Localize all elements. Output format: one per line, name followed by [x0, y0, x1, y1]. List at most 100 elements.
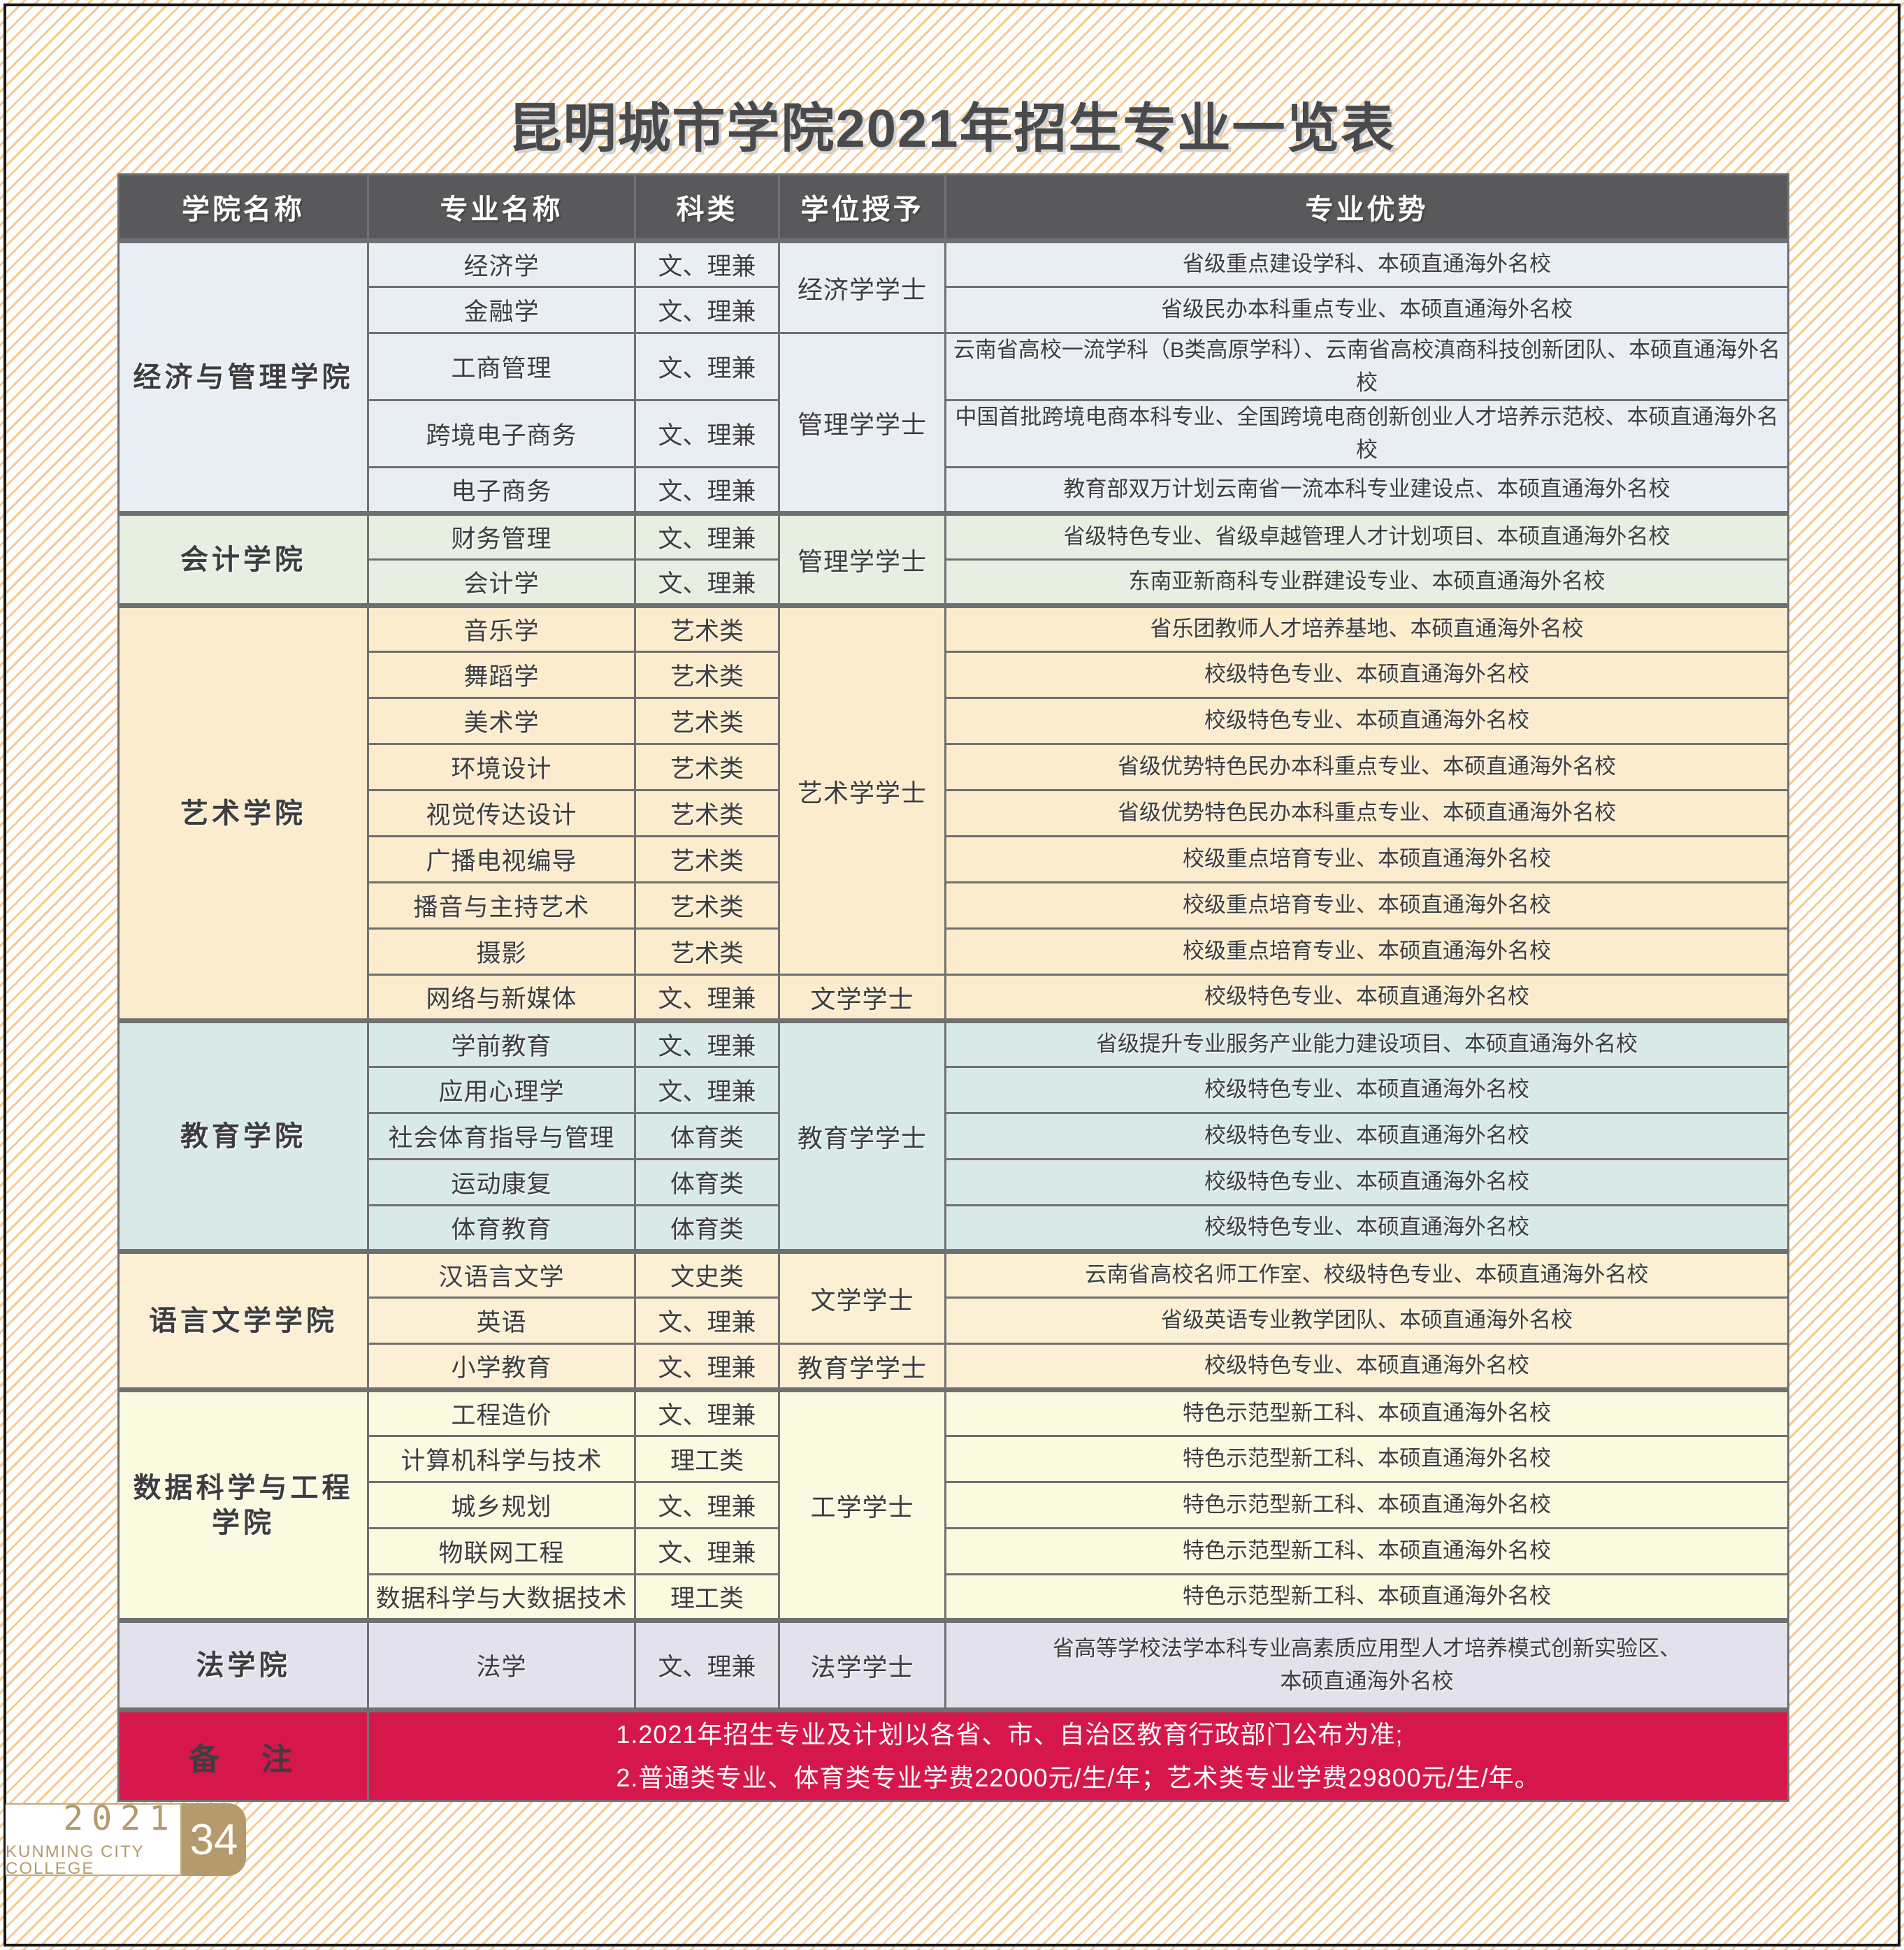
category-cell: 艺术类 — [634, 743, 780, 791]
table-row: 运动康复 体育类 校级特色专业、本硕直通海外名校 — [119, 1158, 1789, 1206]
category-cell: 体育类 — [634, 1112, 780, 1160]
major-cell: 摄影 — [367, 927, 636, 976]
header-major: 专业名称 — [367, 173, 636, 242]
advantage-cell: 校级特色专业、本硕直通海外名校 — [944, 1158, 1789, 1206]
table-row: 数据科学与大数据技术 理工类 特色示范型新工科、本硕直通海外名校 — [119, 1573, 1789, 1622]
category-cell: 文、理兼 — [634, 1018, 780, 1068]
category-cell: 文、理兼 — [634, 1343, 780, 1391]
category-cell: 文、理兼 — [634, 1481, 780, 1529]
category-cell: 文、理兼 — [634, 466, 780, 514]
category-cell: 文、理兼 — [634, 1297, 780, 1345]
category-cell: 文、理兼 — [634, 332, 780, 401]
table-row: 会计学 文、理兼 东南亚新商科专业群建设专业、本硕直通海外名校 — [119, 558, 1789, 607]
major-cell: 财务管理 — [367, 511, 636, 561]
table-row: 金融学 文、理兼 省级民办本科重点专业、本硕直通海外名校 — [119, 286, 1789, 334]
college-name-cell: 数据科学与工程 学院 — [117, 1387, 369, 1622]
table-row: 电子商务 文、理兼 教育部双万计划云南省一流本科专业建设点、本硕直通海外名校 — [119, 466, 1789, 514]
category-cell: 艺术类 — [634, 835, 780, 883]
major-cell: 学前教育 — [367, 1018, 636, 1068]
degree-cell: 管理学学士 — [778, 332, 946, 514]
category-cell: 文史类 — [634, 1249, 780, 1299]
header-degree: 学位授予 — [778, 173, 946, 242]
advantage-cell: 校级特色专业、本硕直通海外名校 — [944, 697, 1789, 745]
category-cell: 艺术类 — [634, 881, 780, 930]
category-cell: 理工类 — [634, 1435, 780, 1483]
table-row: 英语 文、理兼 省级英语专业教学团队、本硕直通海外名校 — [119, 1297, 1789, 1345]
table-row: 数据科学与工程 学院 工程造价 文、理兼 工学学士 特色示范型新工科、本硕直通海外名校 — [117, 1387, 1789, 1622]
major-cell: 广播电视编导 — [367, 835, 636, 883]
advantage-cell: 省级优势特色民办本科重点专业、本硕直通海外名校 — [944, 789, 1789, 837]
table-row: 工商管理 文、理兼 管理学学士 云南省高校一流学科（B类高原学科）、云南省高校滇商科技… — [119, 332, 1789, 514]
table-row: 美术学 艺术类 校级特色专业、本硕直通海外名校 — [119, 697, 1789, 745]
advantage-cell: 特色示范型新工科、本硕直通海外名校 — [944, 1435, 1789, 1483]
college-name-cell: 语言文学学院 — [117, 1249, 369, 1391]
advantage-cell: 省级英语专业教学团队、本硕直通海外名校 — [944, 1297, 1789, 1345]
footer-badge: 2021 KUNMING CITY COLLEGE 34 — [6, 1802, 246, 1877]
degree-cell: 法学学士 — [778, 1618, 946, 1711]
college-name-cell: 艺术学院 — [117, 603, 369, 1022]
advantage-cell: 校级重点培育专业、本硕直通海外名校 — [944, 881, 1789, 930]
table-row: 摄影 艺术类 校级重点培育专业、本硕直通海外名校 — [119, 927, 1789, 976]
major-cell: 舞蹈学 — [367, 651, 636, 699]
table-row: 城乡规划 文、理兼 特色示范型新工科、本硕直通海外名校 — [119, 1481, 1789, 1529]
table-row: 物联网工程 文、理兼 特色示范型新工科、本硕直通海外名校 — [119, 1527, 1789, 1575]
category-cell: 文、理兼 — [634, 286, 780, 334]
major-cell: 社会体育指导与管理 — [367, 1112, 636, 1160]
advantage-cell: 省级重点建设学科、本硕直通海外名校 — [944, 238, 1789, 288]
degree-cell: 艺术学学士 — [778, 603, 946, 976]
category-cell: 文、理兼 — [634, 1387, 780, 1437]
major-cell: 网络与新媒体 — [367, 974, 636, 1022]
advantage-cell: 省级提升专业服务产业能力建设项目、本硕直通海外名校 — [944, 1018, 1789, 1068]
advantage-cell: 中国首批跨境电商本科专业、全国跨境电商创新创业人才培养示范校、本硕直通海外名校 — [944, 399, 1789, 468]
table-row: 小学教育 文、理兼 教育学学士 校级特色专业、本硕直通海外名校 — [119, 1343, 1789, 1391]
remark-text: 1.2021年招生专业及计划以各省、市、自治区教育行政部门公布为准; 2.普通类… — [616, 1720, 1541, 1792]
category-cell: 艺术类 — [634, 789, 780, 837]
table-row: 艺术学院 音乐学 艺术类 艺术学学士 省乐团教师人才培养基地、本硕直通海外名校 — [117, 603, 1789, 1022]
advantage-cell: 校级特色专业、本硕直通海外名校 — [944, 1066, 1789, 1114]
advantage-cell: 特色示范型新工科、本硕直通海外名校 — [944, 1387, 1789, 1437]
table-row: 教育学院 学前教育 文、理兼 教育学学士 省级提升专业服务产业能力建设项目、本硕直通海外… — [117, 1018, 1789, 1252]
admissions-table: 学院名称 专业名称 科类 学位授予 专业优势 经济与管理学院 经济学 文、理兼 经济学… — [117, 173, 1789, 1802]
category-cell: 文、理兼 — [634, 1066, 780, 1114]
major-cell: 数据科学与大数据技术 — [367, 1573, 636, 1622]
category-cell: 文、理兼 — [634, 558, 780, 607]
college-name-cell: 会计学院 — [117, 511, 369, 607]
major-cell: 城乡规划 — [367, 1481, 636, 1529]
remark-label-cell: 备 注 — [117, 1707, 369, 1802]
advantage-cell: 校级特色专业、本硕直通海外名校 — [944, 974, 1789, 1022]
major-cell: 计算机科学与技术 — [367, 1435, 636, 1483]
degree-cell: 管理学学士 — [778, 511, 946, 607]
table-row: 跨境电子商务 文、理兼 中国首批跨境电商本科专业、全国跨境电商创新创业人才培养示范校… — [119, 399, 1789, 468]
category-cell: 体育类 — [634, 1158, 780, 1206]
footer-page-number: 34 — [182, 1803, 246, 1876]
table-row: 舞蹈学 艺术类 校级特色专业、本硕直通海外名校 — [119, 651, 1789, 699]
major-cell: 法学 — [367, 1618, 636, 1711]
advantage-cell: 校级特色专业、本硕直通海外名校 — [944, 1343, 1789, 1391]
table-row: 会计学院 财务管理 文、理兼 管理学学士 省级特色专业、省级卓越管理人才计划项目、本硕直… — [117, 511, 1789, 607]
table-row: 播音与主持艺术 艺术类 校级重点培育专业、本硕直通海外名校 — [119, 881, 1789, 930]
degree-cell: 教育学学士 — [778, 1018, 946, 1252]
college-name-cell: 经济与管理学院 — [117, 238, 369, 514]
category-cell: 文、理兼 — [634, 1527, 780, 1575]
advantage-cell: 东南亚新商科专业群建设专业、本硕直通海外名校 — [944, 558, 1789, 607]
table-row: 体育教育 体育类 校级特色专业、本硕直通海外名校 — [119, 1204, 1789, 1252]
degree-cell: 教育学学士 — [778, 1343, 946, 1391]
advantage-cell: 云南省高校一流学科（B类高原学科）、云南省高校滇商科技创新团队、本硕直通海外名校 — [944, 332, 1789, 401]
table-header-row: 学院名称 专业名称 科类 学位授予 专业优势 — [117, 173, 1789, 242]
major-cell: 会计学 — [367, 558, 636, 607]
college-name-cell: 教育学院 — [117, 1018, 369, 1252]
major-cell: 运动康复 — [367, 1158, 636, 1206]
major-cell: 跨境电子商务 — [367, 399, 636, 468]
advantage-cell: 校级重点培育专业、本硕直通海外名校 — [944, 927, 1789, 976]
major-cell: 美术学 — [367, 697, 636, 745]
degree-cell: 文学学士 — [778, 1249, 946, 1345]
advantage-cell: 省级优势特色民办本科重点专业、本硕直通海外名校 — [944, 743, 1789, 791]
category-cell: 文、理兼 — [634, 238, 780, 288]
page-title: 昆明城市学院2021年招生专业一览表 — [508, 99, 1396, 159]
footer-brand-box: 2021 KUNMING CITY COLLEGE — [6, 1802, 182, 1877]
category-cell: 文、理兼 — [634, 399, 780, 468]
major-cell: 应用心理学 — [367, 1066, 636, 1114]
advantage-cell: 校级特色专业、本硕直通海外名校 — [944, 1112, 1789, 1160]
major-cell: 视觉传达设计 — [367, 789, 636, 837]
table-row: 语言文学学院 汉语言文学 文史类 文学学士 云南省高校名师工作室、校级特色专业、本硕直通… — [117, 1249, 1789, 1391]
